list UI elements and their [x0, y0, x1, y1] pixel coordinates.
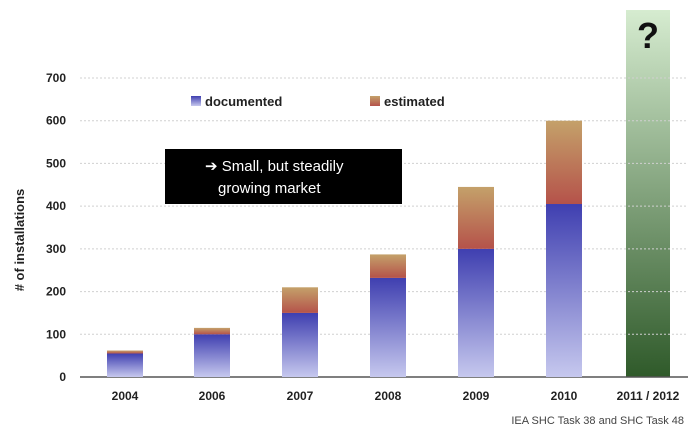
x-tick-label: 2008 [375, 389, 402, 403]
x-tick-label: 2006 [199, 389, 226, 403]
y-tick-label: 300 [46, 242, 66, 256]
bar-estimated [107, 350, 143, 354]
bar-estimated [194, 327, 230, 335]
bar-estimated [282, 287, 318, 313]
annotation-line-1: ➔ Small, but steadily [205, 158, 344, 175]
annotation-callout: ➔ Small, but steadily growing market [165, 149, 402, 204]
bar-documented [370, 277, 406, 377]
legend-label-estimated: estimated [384, 94, 445, 109]
y-axis-label: # of installations [12, 189, 27, 292]
x-tick-label: 2004 [112, 389, 139, 403]
bar-documented [546, 204, 582, 377]
legend-swatch-estimated [370, 96, 380, 106]
y-tick-label: 100 [46, 327, 66, 341]
y-tick-label: 200 [46, 285, 66, 299]
y-tick-label: 400 [46, 199, 66, 213]
bar-estimated [458, 186, 494, 249]
bar-estimated [370, 254, 406, 278]
bar-documented [107, 353, 143, 377]
y-tick-label: 500 [46, 156, 66, 170]
y-tick-label: 600 [46, 114, 66, 128]
x-tick-label: 2010 [551, 389, 578, 403]
bar-documented [282, 312, 318, 377]
source-note: IEA SHC Task 38 and SHC Task 48 [511, 415, 684, 427]
legend-swatch-documented [191, 96, 201, 106]
y-tick-label: 700 [46, 71, 66, 85]
forecast-question-mark: ? [637, 15, 659, 56]
legend: documented estimated [191, 94, 445, 109]
bar-estimated [546, 120, 582, 205]
annotation-line-2: growing market [218, 180, 321, 197]
y-tick-label: 0 [59, 370, 66, 384]
forecast-bar [626, 10, 670, 377]
annotation-box [165, 149, 402, 204]
x-tick-label: 2011 / 2012 [617, 389, 680, 403]
x-tick-label: 2007 [287, 389, 314, 403]
x-tick-label: 2009 [463, 389, 490, 403]
legend-label-documented: documented [205, 94, 282, 109]
bar-documented [194, 334, 230, 377]
bar-documented [458, 248, 494, 377]
